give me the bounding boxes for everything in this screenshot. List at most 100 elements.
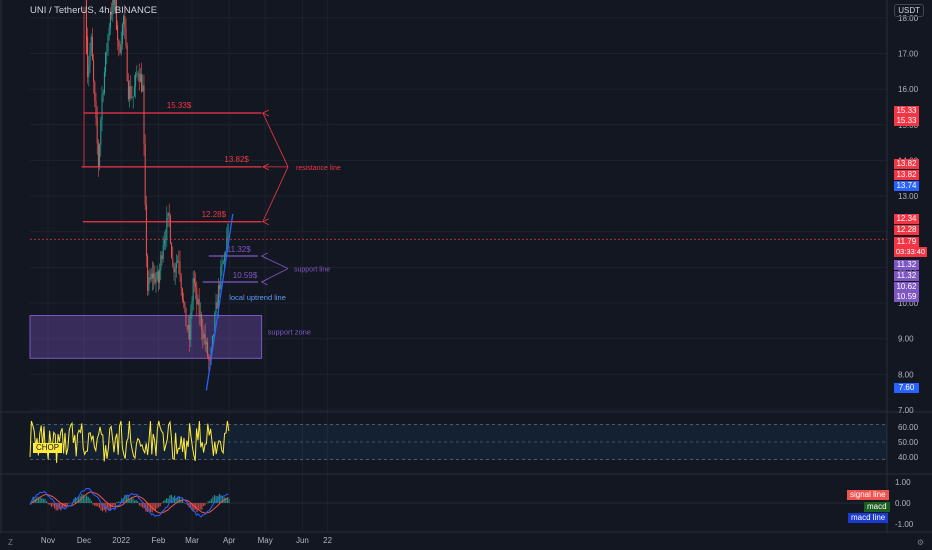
- resistance-label: 13.82$: [224, 155, 249, 164]
- candle-body: [185, 307, 187, 327]
- y-tick-label: 16.00: [898, 85, 919, 94]
- macd-histogram-bar: [129, 498, 131, 503]
- macd-histogram-bar: [190, 503, 192, 509]
- macd-histogram-bar: [193, 503, 195, 511]
- candle-body: [157, 271, 159, 283]
- quote-currency-button[interactable]: USDT: [894, 4, 924, 17]
- candle-body: [199, 314, 201, 317]
- y-tick-label: 17.00: [898, 49, 919, 58]
- candle-body: [91, 36, 93, 61]
- candle-body: [96, 117, 98, 144]
- candle-body: [202, 330, 204, 339]
- macd-histogram-bar: [70, 503, 72, 504]
- macd-histogram-bar: [162, 501, 164, 503]
- macd-histogram-bar: [113, 503, 115, 506]
- support-zone-rect: [29, 315, 263, 359]
- macd-histogram-bar: [100, 503, 102, 511]
- macd-histogram-bar: [164, 499, 166, 503]
- macd-histogram-bar: [137, 501, 139, 503]
- macd-histogram-bar: [135, 500, 137, 503]
- macd-histogram-bar: [185, 503, 187, 504]
- candle-body: [112, 0, 114, 15]
- macd-histogram-bar: [65, 503, 67, 508]
- candle-body: [124, 16, 126, 29]
- macd-histogram-bar: [198, 503, 200, 509]
- macd-histogram-bar: [119, 501, 121, 503]
- candle-body: [171, 243, 173, 259]
- macd-histogram-bar: [183, 502, 185, 504]
- candle-body: [127, 80, 129, 99]
- macd-histogram-bar: [201, 503, 203, 510]
- macd-histogram-bar: [55, 503, 57, 511]
- candle-body: [186, 326, 188, 330]
- candle-body: [216, 302, 218, 309]
- macd-histogram-bar: [106, 503, 108, 510]
- arrow-head: [260, 252, 268, 260]
- y-tick-label: 8.00: [898, 370, 914, 379]
- macd-histogram-bar: [84, 496, 86, 503]
- arrow-head: [261, 218, 269, 226]
- macd-histogram-bar: [204, 503, 206, 506]
- candle-body: [169, 215, 171, 244]
- macd-histogram-bar: [47, 503, 49, 505]
- candle-body: [106, 51, 108, 53]
- macd-histogram-bar: [98, 503, 100, 508]
- candle-body: [147, 256, 149, 291]
- macd-histogram-bar: [220, 495, 222, 503]
- macd-histogram-bar: [158, 503, 160, 508]
- candle-body: [183, 299, 185, 303]
- macd-histogram-bar: [175, 497, 177, 503]
- macd-histogram-bar: [41, 497, 43, 503]
- candle-body: [190, 312, 192, 340]
- arrow-head: [261, 109, 269, 117]
- uptrend-line: [205, 213, 234, 391]
- candle-body: [148, 277, 150, 291]
- macd-line: [29, 487, 229, 518]
- candle-body: [165, 238, 167, 240]
- candle-body: [123, 16, 125, 25]
- macd-histogram-bar: [202, 503, 204, 507]
- candle-body: [97, 143, 99, 167]
- candle-body: [175, 262, 177, 269]
- macd-y-tick: -1.00: [895, 520, 914, 529]
- macd-histogram-bar: [228, 498, 230, 503]
- macd-histogram-bar: [52, 503, 54, 507]
- symbol-title[interactable]: UNI / TetherUS, 4h, BINANCE: [30, 5, 158, 16]
- macd-histogram-bar: [134, 500, 136, 503]
- candle-body: [143, 85, 145, 145]
- macd-signal-line: [29, 491, 229, 514]
- candle-body: [132, 96, 134, 98]
- zoom-icon[interactable]: Z: [8, 538, 13, 547]
- x-tick-label: May: [258, 536, 273, 545]
- candle-body: [109, 13, 111, 28]
- macd-histogram-bar: [225, 498, 227, 503]
- candle-body: [88, 65, 90, 77]
- macd-histogram-bar: [62, 503, 64, 508]
- settings-icon[interactable]: ⚙: [916, 538, 924, 547]
- macd-histogram-bar: [58, 503, 60, 510]
- candle-body: [225, 253, 227, 255]
- candle-body: [145, 205, 147, 257]
- candle-body: [130, 86, 132, 98]
- candle-body: [168, 212, 170, 216]
- macd-histogram-bar: [222, 496, 224, 503]
- candle-body: [189, 325, 191, 340]
- macd-histogram-bar: [215, 496, 217, 503]
- candle-body: [108, 27, 110, 36]
- macd-histogram-bar: [130, 497, 132, 503]
- resistance-callout-arrow: [262, 112, 289, 168]
- macd-histogram-bar: [191, 503, 193, 511]
- macd-histogram-bar: [110, 503, 112, 510]
- candle-body: [99, 144, 101, 167]
- candle-body: [115, 0, 117, 31]
- macd-histogram-bar: [148, 503, 150, 512]
- candle-body: [150, 273, 152, 280]
- candle-body: [226, 237, 228, 254]
- macd-histogram-bar: [182, 499, 184, 503]
- candle-body: [120, 43, 122, 53]
- candle-body: [125, 28, 127, 46]
- macd-histogram-bar: [196, 503, 198, 513]
- candle-body: [178, 260, 180, 262]
- x-tick-label: Dec: [77, 536, 91, 545]
